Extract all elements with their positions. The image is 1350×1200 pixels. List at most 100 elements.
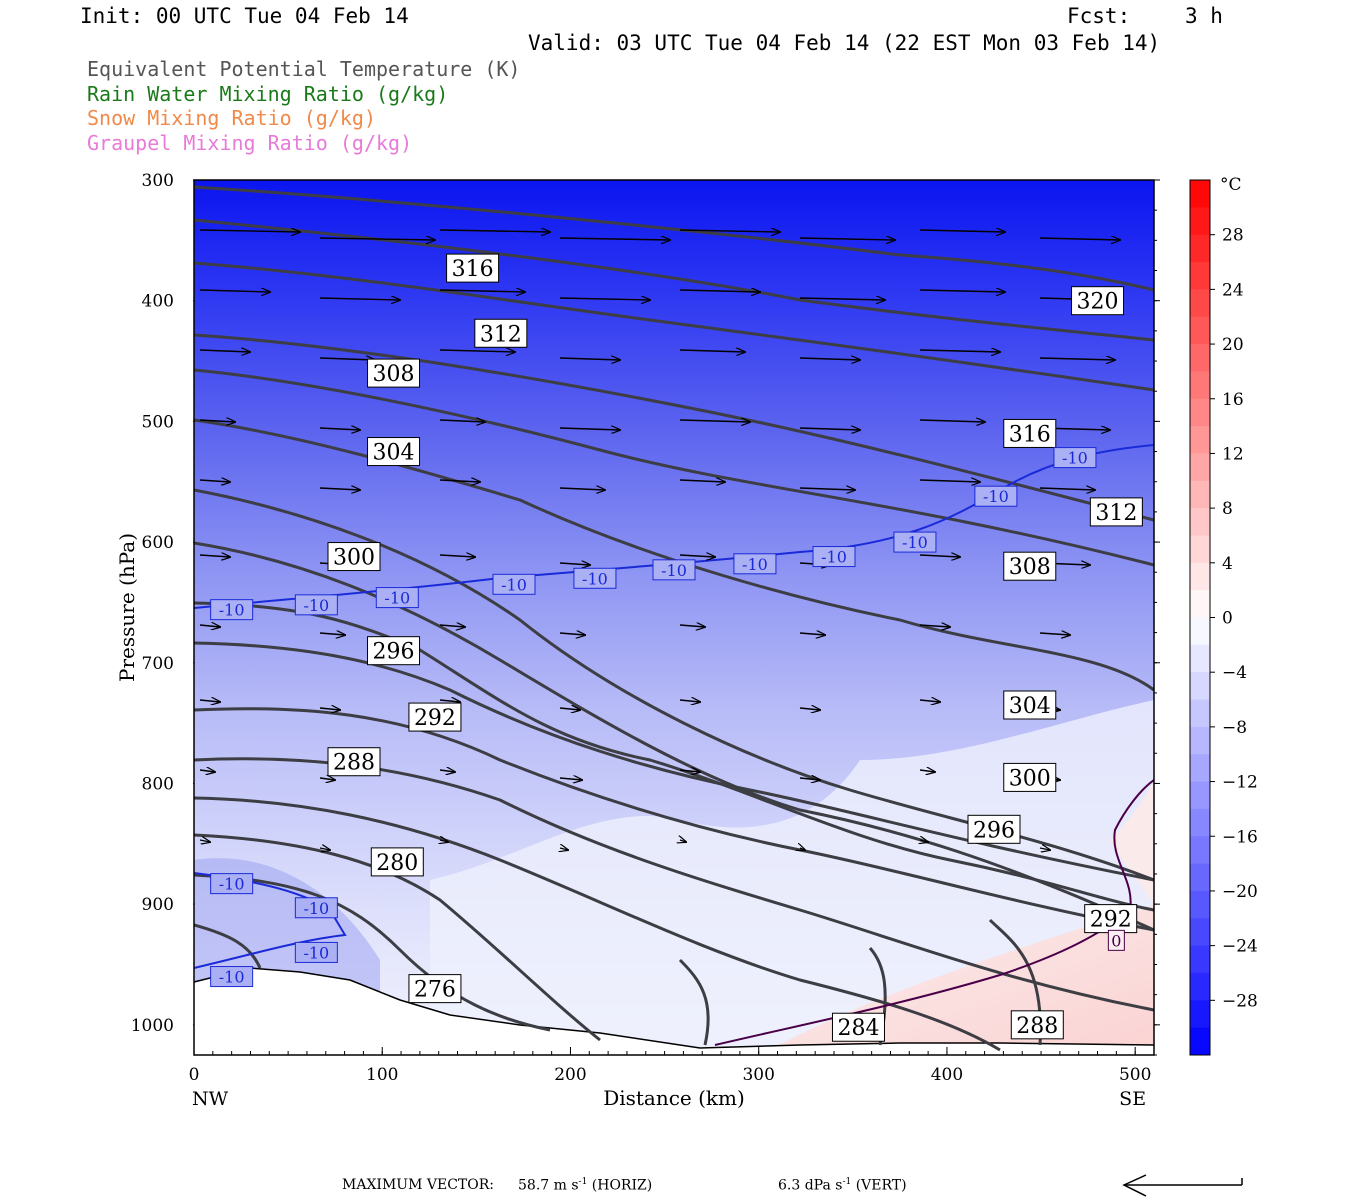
isotherm-label-text: -10 (661, 561, 687, 580)
theta-e-contour-line (194, 873, 551, 1032)
wind-vector (799, 708, 820, 710)
isotherm-label: -10 (733, 553, 777, 575)
colorbar-swatch (1190, 781, 1210, 810)
wind-vector (439, 290, 525, 292)
theta-e-label: 288 (327, 747, 381, 777)
colorbar-swatch (1190, 672, 1210, 701)
theta-e-label-box (1003, 690, 1057, 720)
y-tick-label: 300 (142, 171, 174, 191)
wind-vector (799, 298, 885, 300)
colorbar-label: −16 (1222, 827, 1258, 847)
isotherm-label-text: -10 (501, 575, 527, 594)
wind-vector (919, 480, 980, 482)
wind-vector (319, 633, 345, 635)
theta-e-label-box (327, 747, 381, 777)
field-theta-e: Equivalent Potential Temperature (K) (87, 57, 521, 81)
theta-e-label-text: 300 (1009, 766, 1051, 791)
theta-e-label: 300 (1003, 762, 1057, 792)
wind-vector (440, 840, 448, 842)
theta-e-label-box (370, 847, 424, 877)
isotherm-label-box (210, 966, 254, 988)
x-tick-label: 300 (742, 1065, 774, 1085)
wind-vector (679, 770, 700, 772)
isotherm-label-text: -10 (983, 487, 1009, 506)
wind-vector (439, 625, 465, 627)
isotherm-label: -10 (652, 559, 696, 581)
theta-e-label-box (1003, 418, 1057, 448)
colorbar-swatch (1190, 535, 1210, 564)
wind-vector (319, 778, 335, 780)
colorbar-swatch (1190, 398, 1210, 427)
wind-vector (559, 358, 620, 360)
theta-e-label-box (831, 1012, 885, 1042)
wind-vector (1039, 848, 1050, 850)
colorbar-label: −28 (1222, 991, 1258, 1011)
x-tick-label: 100 (366, 1065, 398, 1085)
colorbar-swatch (1190, 453, 1210, 482)
isotherm-label: -10 (294, 897, 338, 919)
theta-e-label: 308 (1003, 551, 1057, 581)
forecast-label: Fcst: (1067, 4, 1131, 28)
wind-vector (559, 708, 580, 710)
theta-e-label: 288 (1010, 1010, 1064, 1040)
theta-e-label-text: 308 (373, 362, 415, 387)
forecast-hour: 3 h (1185, 4, 1223, 28)
theta-e-label: 304 (1003, 690, 1057, 720)
isotherm-label-box (294, 941, 338, 963)
colorbar-label: 28 (1222, 226, 1244, 246)
isotherm-label-box (492, 573, 536, 595)
colorbar-swatch (1190, 180, 1210, 208)
wind-vector (1039, 633, 1070, 635)
wind-vector (1039, 358, 1115, 360)
theta-e-label-text: 296 (973, 818, 1015, 843)
theta-e-label-text: 288 (333, 751, 375, 776)
x-axis-title: Distance (km) (603, 1086, 745, 1110)
theta-e-label: 316 (1003, 418, 1057, 448)
isotherm-label: -10 (210, 966, 254, 988)
isotherm-label-box (652, 559, 696, 581)
colorbar-swatch (1190, 344, 1210, 372)
theta-e-label-text: 308 (1009, 555, 1051, 580)
theta-e-label: 320 (1071, 286, 1125, 316)
y-tick-label: 800 (142, 774, 174, 794)
wind-vector (199, 770, 215, 772)
theta-e-label-box (367, 358, 421, 388)
colorbar-swatch (1190, 262, 1210, 290)
valid-time: Valid: 03 UTC Tue 04 Feb 14 (22 EST Mon … (528, 31, 1161, 55)
wind-vector (199, 420, 235, 422)
colorbar-swatch (1190, 590, 1210, 618)
theta-e-label: 280 (370, 847, 424, 877)
theta-e-label-text: 292 (1090, 908, 1132, 933)
isotherm-label-text: 0 (1111, 931, 1121, 950)
wind-vector (199, 625, 220, 627)
theta-e-contour-line (194, 796, 1001, 1052)
colorbar-label: −20 (1222, 882, 1258, 902)
wind-vector (680, 840, 686, 842)
theta-e-label-box (1084, 904, 1138, 934)
colorbar-label: 4 (1222, 554, 1233, 574)
theta-e-label-text: 292 (414, 706, 456, 731)
colorbar-swatch (1190, 1000, 1210, 1029)
theta-e-label-text: 300 (333, 546, 375, 571)
colorbar-label: −12 (1222, 773, 1258, 793)
colorbar-swatch (1190, 371, 1210, 400)
wind-vector (319, 358, 375, 360)
theta-e-label-text: 296 (373, 640, 415, 665)
wind-vector (319, 428, 360, 430)
colorbar-swatch (1190, 480, 1210, 509)
isotherm-label-text: -10 (303, 596, 329, 615)
isotherm-label-box (974, 485, 1018, 507)
wind-vector (439, 230, 550, 232)
theta-e-label-text: 304 (1009, 694, 1051, 719)
wind-vector (1039, 488, 1095, 490)
isotherm-label: -10 (210, 873, 254, 895)
wind-vector (559, 238, 670, 240)
y-tick-label: 600 (142, 533, 174, 553)
wind-vector (199, 290, 270, 292)
theta-e-contour-line (194, 707, 1154, 932)
colorbar-label: 8 (1222, 499, 1233, 519)
colorbar-swatch (1190, 426, 1210, 454)
colorbar-swatch (1190, 726, 1210, 755)
theta-e-label: 276 (408, 974, 462, 1004)
colorbar-label: 12 (1222, 444, 1244, 464)
